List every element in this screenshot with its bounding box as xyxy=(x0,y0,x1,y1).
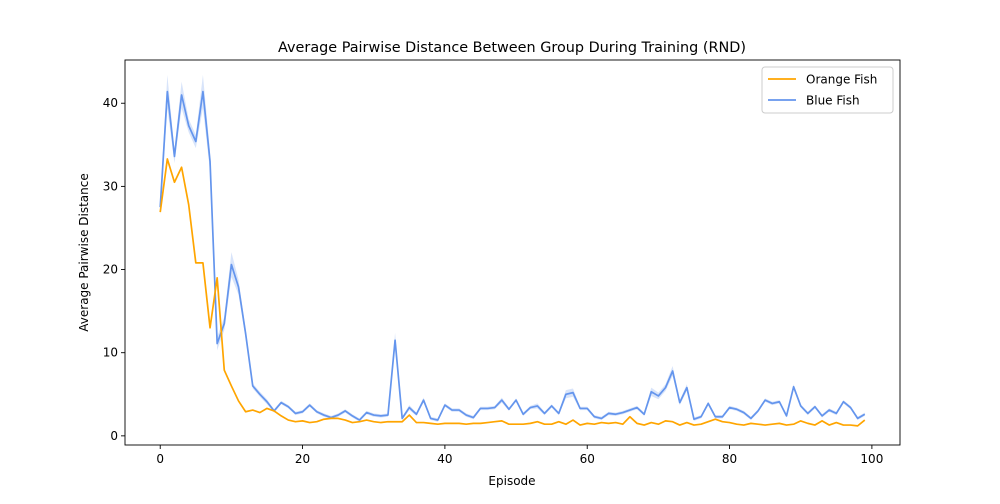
x-tick-label: 80 xyxy=(722,452,737,466)
axes: 0 20 40 60 80 100 0 10 20 30 40 xyxy=(103,59,901,466)
blue-fish-confidence-band xyxy=(160,74,865,422)
x-tick-label: 60 xyxy=(580,452,595,466)
plot-area xyxy=(159,74,866,427)
orange-fish-series-line xyxy=(159,158,866,427)
y-tick-label: 10 xyxy=(103,346,118,360)
y-tick-label: 0 xyxy=(110,429,118,443)
chart-title: Average Pairwise Distance Between Group … xyxy=(278,40,746,56)
axes-frame xyxy=(124,59,901,446)
blue-fish-series-line xyxy=(159,90,866,421)
x-tick-label: 100 xyxy=(860,452,883,466)
y-tick-label: 40 xyxy=(103,96,118,110)
legend-label-orange-fish: Orange Fish xyxy=(806,73,877,87)
legend-label-blue-fish: Blue Fish xyxy=(806,94,860,108)
y-tick-label: 20 xyxy=(103,263,118,277)
x-tick-label: 0 xyxy=(156,452,164,466)
y-axis-label: Average Pairwise Distance xyxy=(77,173,91,331)
legend: Orange Fish Blue Fish xyxy=(761,66,894,114)
x-tick-label: 40 xyxy=(437,452,452,466)
x-axis-label: Episode xyxy=(488,474,535,488)
x-tick-label: 20 xyxy=(295,452,310,466)
y-tick-label: 30 xyxy=(103,179,118,193)
